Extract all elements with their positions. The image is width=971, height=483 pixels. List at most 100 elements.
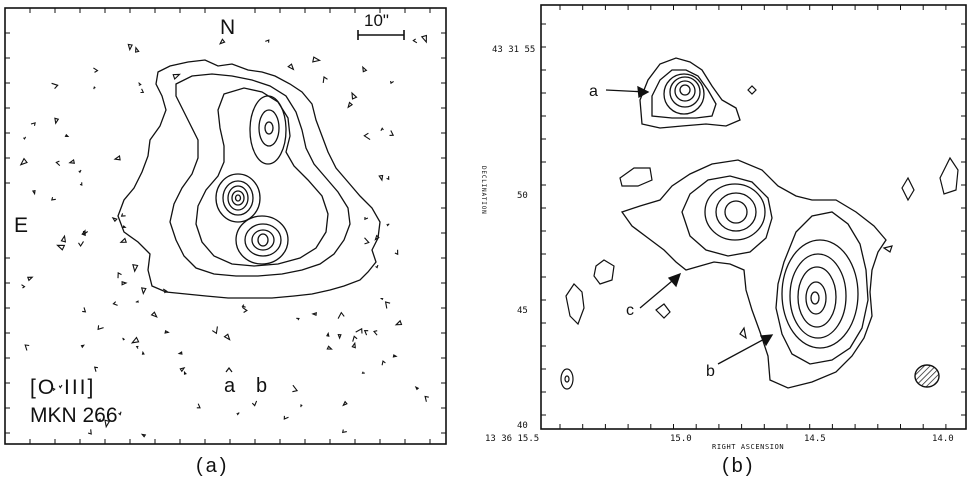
noise-speck [390, 80, 394, 85]
noise-speck [54, 117, 60, 125]
noise-speck [81, 229, 86, 237]
noise-speck [30, 122, 36, 126]
noise-speck [373, 330, 378, 336]
source-c-contour-3 [715, 192, 757, 232]
noise-speck [292, 384, 299, 393]
source-a-contour-1 [639, 57, 741, 129]
contour-upper-1 [249, 95, 287, 165]
noise-speck [414, 385, 420, 391]
x-tick-14-0: 14.0 [932, 434, 954, 444]
arrows [605, 85, 774, 365]
contour-lower-1 [235, 215, 289, 265]
line-label: [O III] [30, 376, 95, 399]
beam-ellipse [914, 364, 940, 388]
y-tick-50: 50 [517, 191, 528, 201]
noise-speck [56, 244, 66, 251]
contour-lower-3 [251, 229, 275, 251]
small-contour-6 [655, 303, 671, 319]
noise-speck [378, 174, 384, 182]
noise-speck [64, 133, 70, 138]
source-bc-contour-outer [620, 159, 887, 389]
contour-left-5 [234, 194, 242, 202]
noise-speck [351, 91, 358, 100]
noise-speck [241, 304, 246, 308]
noise-speck [362, 65, 368, 73]
x-tick-first: 13 36 15.5 [485, 434, 539, 444]
noise-speck [380, 297, 384, 301]
noise-speck [381, 360, 386, 366]
small-contour-7 [901, 176, 915, 202]
noise-speck [326, 345, 333, 350]
noise-speck [82, 307, 87, 313]
noise-speck [287, 63, 295, 71]
noise-speck [283, 415, 289, 420]
panel-b: a b c 43 31 55 50 45 40 13 36 15.5 15.0 … [480, 4, 967, 451]
noise-speck [60, 234, 67, 243]
y-tick-45: 45 [517, 306, 528, 316]
noise-speck [119, 237, 127, 243]
noise-speck [384, 301, 391, 309]
noise-speck [120, 213, 126, 217]
noise-speck [97, 325, 104, 331]
compass-north: N [220, 16, 235, 39]
noise-speck [87, 429, 92, 435]
contour-left-2 [222, 180, 254, 216]
noise-speck [122, 337, 126, 341]
small-contour-10 [739, 326, 747, 340]
marker-b-label: b [256, 375, 267, 397]
noise-speck [341, 429, 347, 434]
y-axis-label: DECLINATION [480, 166, 487, 215]
arrow-b-head [759, 334, 774, 347]
marker-a-accent [225, 367, 233, 373]
caption-b: (b) [722, 455, 756, 477]
noise-speck [412, 38, 418, 44]
noise-speck [218, 38, 226, 45]
noise-speck [236, 412, 240, 416]
noise-speck [51, 387, 56, 392]
source-b-contour-3 [789, 253, 847, 339]
noise-speck [296, 317, 300, 321]
noise-speck [117, 272, 122, 279]
noise-speck [51, 197, 56, 201]
x-axis-label: RIGHT ASCENSION [712, 443, 784, 451]
noise-speck [211, 326, 218, 335]
contour-lower-2 [244, 223, 282, 257]
noise-speck [122, 225, 127, 228]
noise-speck [394, 319, 403, 326]
source-b-contour-5 [805, 281, 827, 315]
source-c-contour-1 [681, 175, 773, 257]
marker-a-label: a [224, 375, 236, 397]
source-b-contour-2 [781, 239, 859, 349]
tick-path [541, 5, 966, 429]
noise-speck [342, 400, 348, 407]
noise-speck [138, 82, 142, 86]
noise-speck [78, 241, 84, 248]
contour-left-4 [231, 190, 245, 206]
arrow-a-head [637, 85, 650, 99]
source-c-contour-2 [704, 183, 766, 241]
x-tick-14-5: 14.5 [804, 434, 826, 444]
noise-speck [58, 384, 63, 389]
noise-speck [363, 132, 371, 141]
noise-speck [27, 276, 34, 282]
noise-speck [55, 160, 61, 167]
scale-bar-label: 10" [364, 11, 389, 30]
noise-speck [347, 101, 354, 109]
noise-speck [135, 345, 139, 349]
noise-speck [97, 418, 101, 422]
noise-speck [424, 395, 429, 402]
noise-speck [312, 56, 322, 63]
noise-speck [361, 371, 365, 374]
noise-speck [23, 136, 27, 140]
noise-speck [93, 86, 96, 90]
y-tick-40: 40 [517, 421, 528, 431]
noise-speck [380, 127, 384, 132]
source-c-contour-4 [724, 200, 748, 224]
source-a-contour-6 [679, 84, 691, 96]
panel-a-frame [4, 7, 447, 445]
noise-speck [121, 281, 128, 286]
noise-speck [140, 433, 147, 438]
noise-speck [118, 411, 122, 416]
source-a-contour-5 [674, 80, 696, 102]
